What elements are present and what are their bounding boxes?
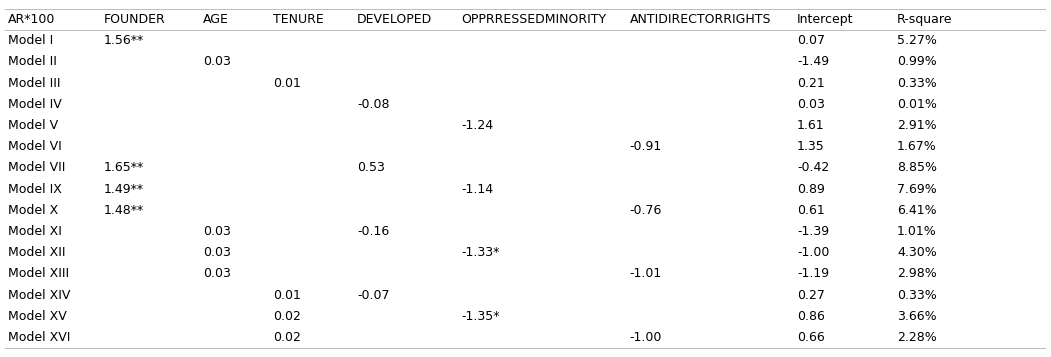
Text: 0.99%: 0.99% xyxy=(897,55,936,69)
Text: 0.61: 0.61 xyxy=(797,204,825,217)
Text: 0.03: 0.03 xyxy=(203,246,231,259)
Text: 1.35: 1.35 xyxy=(797,140,825,153)
Text: 0.66: 0.66 xyxy=(797,331,825,344)
Text: Model I: Model I xyxy=(8,34,54,47)
Text: 0.01: 0.01 xyxy=(272,76,301,90)
Text: Model XVI: Model XVI xyxy=(8,331,70,344)
Text: AGE: AGE xyxy=(203,13,229,26)
Text: 4.30%: 4.30% xyxy=(897,246,936,259)
Text: Model X: Model X xyxy=(8,204,59,217)
Text: 1.56**: 1.56** xyxy=(104,34,144,47)
Text: Model XV: Model XV xyxy=(8,310,67,323)
Text: Model VII: Model VII xyxy=(8,161,66,175)
Text: 0.03: 0.03 xyxy=(797,98,825,111)
Text: -0.16: -0.16 xyxy=(357,225,389,238)
Text: 0.27: 0.27 xyxy=(797,288,825,302)
Text: -0.42: -0.42 xyxy=(797,161,829,175)
Text: Model XIII: Model XIII xyxy=(8,267,69,281)
Text: -0.91: -0.91 xyxy=(630,140,662,153)
Text: 0.07: 0.07 xyxy=(797,34,825,47)
Text: 1.48**: 1.48** xyxy=(104,204,144,217)
Text: 1.01%: 1.01% xyxy=(897,225,936,238)
Text: 1.67%: 1.67% xyxy=(897,140,936,153)
Text: -1.01: -1.01 xyxy=(630,267,662,281)
Text: -1.19: -1.19 xyxy=(797,267,829,281)
Text: 3.66%: 3.66% xyxy=(897,310,936,323)
Text: Model XIV: Model XIV xyxy=(8,288,70,302)
Text: OPPRRESSEDMINORITY: OPPRRESSEDMINORITY xyxy=(461,13,606,26)
Text: 0.01%: 0.01% xyxy=(897,98,936,111)
Text: 0.02: 0.02 xyxy=(272,310,301,323)
Text: 0.03: 0.03 xyxy=(203,225,231,238)
Text: Model XII: Model XII xyxy=(8,246,66,259)
Text: 0.86: 0.86 xyxy=(797,310,825,323)
Text: Model V: Model V xyxy=(8,119,59,132)
Text: Model IV: Model IV xyxy=(8,98,62,111)
Text: 0.89: 0.89 xyxy=(797,182,825,196)
Text: AR*100: AR*100 xyxy=(8,13,56,26)
Text: 0.03: 0.03 xyxy=(203,55,231,69)
Text: 2.28%: 2.28% xyxy=(897,331,936,344)
Text: -1.00: -1.00 xyxy=(630,331,662,344)
Text: 2.98%: 2.98% xyxy=(897,267,936,281)
Text: 7.69%: 7.69% xyxy=(897,182,936,196)
Text: -1.39: -1.39 xyxy=(797,225,829,238)
Text: Model IX: Model IX xyxy=(8,182,62,196)
Text: TENURE: TENURE xyxy=(272,13,324,26)
Text: FOUNDER: FOUNDER xyxy=(104,13,166,26)
Text: 0.02: 0.02 xyxy=(272,331,301,344)
Text: Model XI: Model XI xyxy=(8,225,62,238)
Text: -0.76: -0.76 xyxy=(630,204,662,217)
Text: 0.33%: 0.33% xyxy=(897,76,936,90)
Text: -1.14: -1.14 xyxy=(461,182,493,196)
Text: 1.49**: 1.49** xyxy=(104,182,144,196)
Text: Model VI: Model VI xyxy=(8,140,62,153)
Text: 0.33%: 0.33% xyxy=(897,288,936,302)
Text: -1.33*: -1.33* xyxy=(461,246,499,259)
Text: -0.08: -0.08 xyxy=(357,98,390,111)
Text: 5.27%: 5.27% xyxy=(897,34,936,47)
Text: Intercept: Intercept xyxy=(797,13,853,26)
Text: 0.21: 0.21 xyxy=(797,76,825,90)
Text: ANTIDIRECTORRIGHTS: ANTIDIRECTORRIGHTS xyxy=(630,13,771,26)
Text: 0.53: 0.53 xyxy=(357,161,385,175)
Text: -1.00: -1.00 xyxy=(797,246,829,259)
Text: -0.07: -0.07 xyxy=(357,288,390,302)
Text: 0.01: 0.01 xyxy=(272,288,301,302)
Text: 1.65**: 1.65** xyxy=(104,161,144,175)
Text: -1.49: -1.49 xyxy=(797,55,829,69)
Text: -1.24: -1.24 xyxy=(461,119,493,132)
Text: Model III: Model III xyxy=(8,76,61,90)
Text: 8.85%: 8.85% xyxy=(897,161,936,175)
Text: -1.35*: -1.35* xyxy=(461,310,499,323)
Text: DEVELOPED: DEVELOPED xyxy=(357,13,432,26)
Text: 1.61: 1.61 xyxy=(797,119,825,132)
Text: 6.41%: 6.41% xyxy=(897,204,936,217)
Text: R-square: R-square xyxy=(897,13,952,26)
Text: Model II: Model II xyxy=(8,55,57,69)
Text: 2.91%: 2.91% xyxy=(897,119,936,132)
Text: 0.03: 0.03 xyxy=(203,267,231,281)
